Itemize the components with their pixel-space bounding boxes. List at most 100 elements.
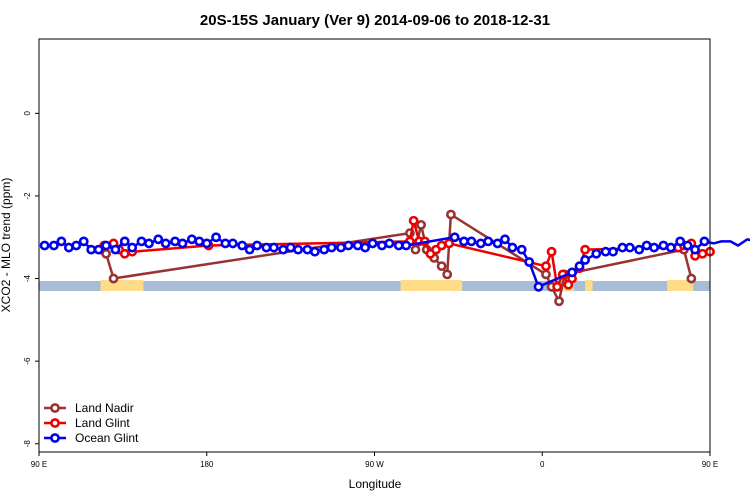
- data-point-ocean-glint: [401, 240, 412, 251]
- data-point-ocean-glint: [352, 240, 363, 251]
- data-point-ocean-glint: [186, 234, 197, 245]
- data-point-ocean-glint: [49, 240, 59, 251]
- y-axis: 0 -2 -4 -6 -8: [23, 111, 39, 448]
- data-point-ocean-glint: [201, 238, 212, 249]
- data-point-ocean-glint: [384, 238, 395, 249]
- data-point-ocean-glint: [71, 240, 82, 251]
- data-point-ocean-glint: [466, 236, 477, 247]
- data-point-land-glint: [444, 238, 454, 249]
- data-point-land-nadir: [410, 244, 421, 255]
- data-point-ocean-glint: [268, 242, 279, 253]
- data-point-ocean-glint: [393, 240, 404, 251]
- data-point-land-glint: [436, 240, 447, 251]
- data-point-ocean-glint: [641, 240, 652, 251]
- data-point-land-glint: [408, 215, 419, 226]
- data-point-land-glint: [119, 248, 130, 259]
- data-point-ocean-glint: [492, 238, 503, 249]
- data-point-ocean-glint: [649, 242, 659, 253]
- data-point-ocean-glint: [302, 244, 313, 255]
- land-surface-segment: [585, 280, 593, 291]
- data-point-land-nadir: [436, 261, 447, 272]
- x-axis: 90 E 180 90 W 0 90 E: [31, 452, 718, 469]
- data-point-ocean-glint: [675, 236, 686, 247]
- data-point-ocean-glint: [658, 240, 669, 251]
- data-point-ocean-glint: [608, 246, 618, 257]
- data-point-ocean-glint: [699, 236, 710, 247]
- legend-swatch-marker: [50, 418, 60, 428]
- plot-area: [39, 209, 750, 307]
- data-point-ocean-glint: [360, 242, 371, 253]
- legend-item-ocean-glint: Ocean Glint: [44, 431, 139, 445]
- data-point-ocean-glint: [574, 261, 585, 272]
- data-point-ocean-glint: [63, 242, 74, 253]
- data-point-ocean-glint: [170, 236, 180, 247]
- data-point-land-nadir: [101, 248, 111, 259]
- data-point-ocean-glint: [524, 257, 535, 267]
- y-axis-label: XCO2 - MLO trend (ppm): [0, 178, 13, 313]
- y-tick-label: -4: [23, 274, 32, 282]
- data-point-ocean-glint: [252, 240, 262, 251]
- data-point-ocean-glint: [475, 238, 486, 249]
- data-point-ocean-glint: [580, 255, 591, 265]
- x-tick-label: 90 W: [365, 460, 384, 469]
- data-point-ocean-glint: [211, 232, 221, 243]
- x-axis-label: Longitude: [349, 477, 402, 491]
- data-point-ocean-glint: [119, 236, 130, 247]
- data-point-ocean-glint: [377, 240, 387, 251]
- data-point-ocean-glint: [516, 244, 527, 255]
- data-point-ocean-glint: [160, 238, 171, 249]
- land-surface-segment: [400, 280, 463, 291]
- data-point-ocean-glint: [244, 244, 255, 255]
- data-point-land-nadir: [446, 209, 456, 220]
- data-point-ocean-glint: [78, 236, 89, 247]
- y-tick-label: -6: [23, 357, 32, 365]
- data-point-ocean-glint: [194, 236, 205, 247]
- data-point-ocean-glint: [127, 242, 138, 253]
- ocean-surface-band: [39, 281, 710, 291]
- data-point-ocean-glint: [343, 240, 354, 251]
- data-point-ocean-glint: [617, 242, 628, 253]
- legend-item-land-glint: Land Glint: [44, 416, 130, 430]
- data-point-land-glint: [546, 246, 557, 257]
- y-tick-label: -8: [23, 440, 32, 448]
- x-tick-label: 90 E: [702, 460, 718, 469]
- land-surface-segment: [667, 280, 694, 291]
- data-point-ocean-glint: [39, 240, 50, 251]
- legend-label: Land Glint: [75, 416, 130, 430]
- data-point-ocean-glint: [507, 242, 518, 253]
- data-point-ocean-glint: [600, 246, 611, 257]
- data-point-ocean-glint: [665, 242, 676, 253]
- data-point-ocean-glint: [56, 236, 67, 247]
- x-tick-label: 90 E: [31, 460, 47, 469]
- data-point-ocean-glint: [278, 244, 289, 255]
- data-point-ocean-glint: [237, 240, 248, 251]
- data-point-land-glint: [697, 248, 708, 259]
- land-surface-segment: [100, 280, 144, 291]
- data-point-ocean-glint: [319, 244, 330, 255]
- data-point-ocean-glint: [591, 248, 602, 259]
- data-point-ocean-glint: [367, 238, 378, 249]
- legend-label: Land Nadir: [75, 401, 134, 415]
- data-point-ocean-glint: [309, 246, 320, 257]
- data-point-ocean-glint: [261, 242, 272, 253]
- data-point-land-nadir: [554, 296, 564, 307]
- data-point-ocean-glint: [326, 242, 337, 253]
- data-point-land-nadir: [686, 273, 697, 284]
- legend-item-land-nadir: Land Nadir: [44, 401, 134, 415]
- data-point-ocean-glint: [153, 234, 164, 245]
- legend-swatch-marker: [50, 433, 60, 443]
- data-point-ocean-glint: [533, 281, 544, 292]
- data-point-ocean-glint: [227, 238, 238, 249]
- x-tick-label: 180: [200, 460, 214, 469]
- data-point-land-glint: [580, 244, 591, 255]
- legend-swatch-marker: [50, 403, 60, 413]
- legend-label: Ocean Glint: [75, 431, 139, 445]
- data-point-ocean-glint: [101, 240, 111, 251]
- data-point-ocean-glint: [682, 240, 693, 251]
- data-point-ocean-glint: [93, 244, 104, 255]
- data-point-land-nadir: [108, 273, 119, 284]
- y-tick-label: -2: [23, 192, 32, 200]
- data-point-ocean-glint: [293, 244, 303, 255]
